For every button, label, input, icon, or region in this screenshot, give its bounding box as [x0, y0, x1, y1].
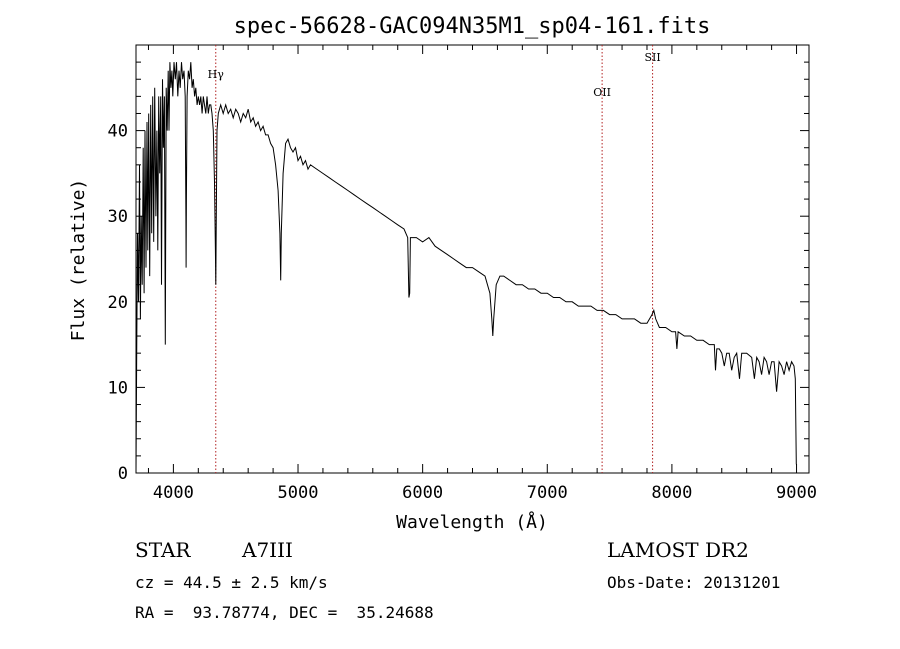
spectrum-line [135, 62, 797, 474]
y-tick-label: 40 [108, 122, 128, 142]
y-tick-label: 20 [108, 293, 128, 313]
x-tick-label: 5000 [278, 483, 319, 503]
reference-lines: Hγ OII SII [208, 45, 661, 473]
y-axis-ticks: 0 10 20 30 40 [108, 61, 809, 484]
y-tick-label: 10 [108, 378, 128, 398]
x-axis-ticks: 4000 5000 6000 7000 8000 9000 [147, 45, 817, 503]
x-tick-label: 8000 [651, 483, 692, 503]
object-class: STAR [135, 538, 191, 562]
observation-date: Obs-Date: 20131201 [607, 573, 781, 592]
reference-line-label: Hγ [208, 68, 225, 81]
chart-title: spec-56628-GAC094N35M1_sp04-161.fits [234, 14, 711, 39]
x-tick-label: 9000 [776, 483, 817, 503]
x-tick-label: 7000 [527, 483, 568, 503]
y-tick-label: 0 [118, 464, 128, 484]
x-axis-label: Wavelength (Å) [396, 511, 548, 533]
reference-line-label: OII [593, 86, 611, 99]
reference-line-label: SII [644, 51, 660, 64]
survey-name: LAMOST DR2 [607, 538, 749, 562]
x-tick-label: 4000 [153, 483, 194, 503]
plot-frame [135, 44, 810, 474]
object-subclass: A7III [242, 538, 293, 562]
y-axis-label: Flux (relative) [68, 179, 89, 342]
x-tick-label: 6000 [402, 483, 443, 503]
redshift-value: cz = 44.5 ± 2.5 km/s [135, 573, 328, 592]
y-tick-label: 30 [108, 207, 128, 227]
coordinates: RA = 93.78774, DEC = 35.24688 [135, 603, 434, 622]
